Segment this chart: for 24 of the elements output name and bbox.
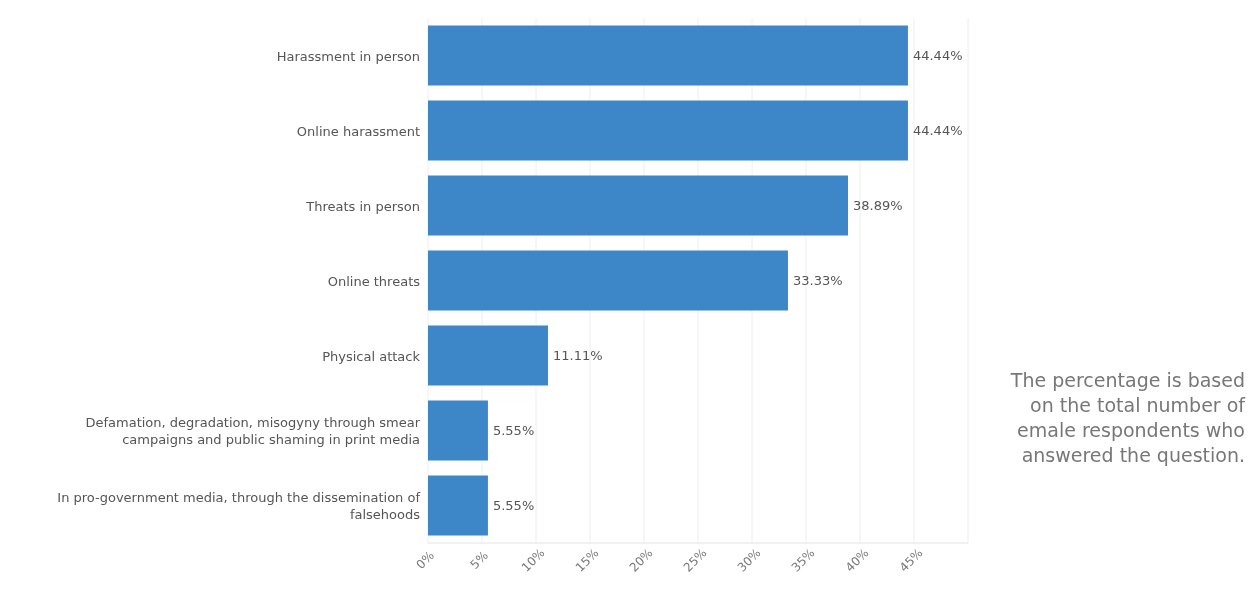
x-tick-label: 0%: [413, 548, 437, 572]
y-tick-label: Online harassment: [296, 123, 420, 138]
bar: [428, 100, 908, 161]
x-tick-label: 5%: [467, 548, 491, 572]
y-tick-label: Defamation, degradation, misogyny through smear campaigns and public shaming in print media: [85, 414, 421, 447]
data-label: 44.44%: [912, 48, 963, 64]
y-tick-label: Physical attack: [322, 348, 421, 363]
text: The percentage is based on the total number of emale respondents who answered the question.: [1009, 368, 1245, 468]
y-tick-label: Harassment in person: [276, 48, 420, 63]
data-label: 33.33%: [792, 273, 843, 289]
bar: [428, 175, 849, 236]
data-label: 44.44%: [912, 123, 963, 139]
bar: [428, 475, 488, 536]
bar: [428, 325, 548, 386]
y-tick-label: Threats in person: [305, 198, 420, 213]
y-tick-label: In pro-government media, through the dissemination of falsehoods: [57, 489, 421, 522]
bar: [428, 25, 908, 86]
data-label: 11.11%: [552, 348, 603, 364]
y-tick-label: Online threats: [327, 273, 421, 288]
data-label: 5.55%: [492, 423, 535, 439]
data-label: 38.89%: [853, 198, 903, 214]
bar: [428, 400, 488, 461]
bar: [428, 250, 788, 311]
data-label: 5.55%: [492, 498, 535, 514]
